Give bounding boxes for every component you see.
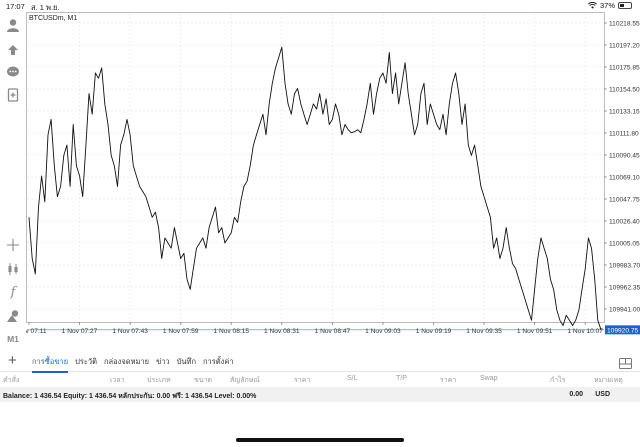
x-tick-label: 1 Nov 07:11 <box>26 328 47 335</box>
y-tick-label: 110197.20 <box>609 42 640 49</box>
y-tick-label: 110218.55 <box>609 20 640 27</box>
indicator-icon[interactable]: f <box>10 284 16 300</box>
trade-icon[interactable] <box>4 40 22 58</box>
col-price-current: ราคา <box>440 377 457 384</box>
status-date: ส. 1 พ.ย. <box>31 3 60 12</box>
y-tick-label: 110047.75 <box>609 196 640 203</box>
x-tick-label: 1 Nov 10:07 <box>567 328 603 335</box>
status-time: 17:07 <box>6 2 25 11</box>
home-indicator[interactable] <box>236 438 404 442</box>
price-series-line <box>28 46 602 330</box>
balance-bar: Balance: 1 436.54 Equity: 1 436.54 หลักป… <box>0 387 640 402</box>
x-tick-label: 1 Nov 08:47 <box>315 328 351 335</box>
y-tick-label: 110005.05 <box>609 240 640 247</box>
col-profit: กำไร <box>550 377 566 384</box>
x-tick-label: 1 Nov 07:27 <box>62 328 98 335</box>
y-tick-label: 110133.15 <box>609 108 640 115</box>
tab-mailbox[interactable]: กล่องจดหมาย <box>104 357 150 366</box>
x-tick-label: 1 Nov 08:15 <box>213 328 249 335</box>
y-tick-label: 110069.10 <box>609 174 640 181</box>
col-volume: ขนาด <box>194 377 213 384</box>
timeframe-button[interactable]: M1 <box>7 334 19 344</box>
x-tick-label: 1 Nov 07:59 <box>163 328 199 335</box>
tab-trade[interactable]: การซื้อขาย <box>32 356 69 373</box>
wifi-icon <box>588 2 597 9</box>
y-tick-label: 110154.50 <box>609 86 640 93</box>
current-price-tag <box>605 325 640 335</box>
x-tick-label: 1 Nov 07:43 <box>112 328 148 335</box>
price-chart[interactable]: 110218.55 110197.20 110175.85 110154.50 1101… <box>26 12 640 342</box>
tab-journal[interactable]: บันทึก <box>176 357 197 366</box>
left-toolbar: f M1 <box>0 12 26 344</box>
chat-icon[interactable] <box>4 63 22 81</box>
y-tick-label: 110026.40 <box>609 218 640 225</box>
y-tick-label: 109962.35 <box>609 284 640 291</box>
battery-icon <box>618 2 632 9</box>
new-order-icon[interactable] <box>4 86 22 104</box>
x-tick-label: 1 Nov 09:35 <box>466 328 502 335</box>
y-tick-label: 109983.70 <box>609 262 640 269</box>
terminal-tabs: + การซื้อขาย ประวัติ กล่องจดหมาย ข่าว บั… <box>0 352 640 374</box>
account-icon[interactable] <box>4 16 22 34</box>
tab-history[interactable]: ประวัติ <box>75 357 98 366</box>
tab-settings[interactable]: การตั้งค่า <box>203 357 234 366</box>
col-swap: Swap <box>480 375 498 382</box>
plot-frame <box>26 12 605 323</box>
col-price: ราคา <box>294 377 311 384</box>
col-type: ประเภท <box>147 377 171 384</box>
y-tick-label: 109941.00 <box>609 306 640 313</box>
chart-area[interactable]: 110218.55 110197.20 110175.85 110154.50 1101… <box>26 12 640 342</box>
add-tab-button[interactable]: + <box>8 352 17 369</box>
account-currency: USD <box>595 391 610 398</box>
col-comment: หมายเหตุ <box>594 377 623 384</box>
trade-columns: คำสั่ง เวลา ประเภท ขนาด สัญลักษณ์ ราคา S… <box>0 373 640 385</box>
total-profit: 0.00 <box>569 391 583 398</box>
layout-toggle-icon[interactable] <box>619 356 632 374</box>
objects-icon[interactable] <box>4 307 22 325</box>
candlestick-icon[interactable] <box>4 260 22 278</box>
col-tp: T/P <box>396 375 407 382</box>
status-bar: 17:07 ส. 1 พ.ย. 37% <box>0 0 640 12</box>
x-tick-label: 1 Nov 09:51 <box>517 328 553 335</box>
balance-summary: Balance: 1 436.54 Equity: 1 436.54 หลักป… <box>3 393 257 400</box>
y-tick-label: 110090.45 <box>609 152 640 159</box>
chart-symbol-label: BTCUSDm, M1 <box>29 15 78 22</box>
x-tick-label: 1 Nov 09:03 <box>365 328 401 335</box>
battery-percent: 37% <box>599 1 615 10</box>
crosshair-icon[interactable] <box>4 236 22 254</box>
x-tick-label: 1 Nov 08:31 <box>264 328 300 335</box>
status-right: 37% <box>588 1 632 10</box>
col-sl: S/L <box>347 375 358 382</box>
y-tick-label: 110111.80 <box>609 130 639 137</box>
tab-news[interactable]: ข่าว <box>156 357 170 366</box>
current-price-label: 109920.75 <box>607 327 639 334</box>
col-symbol: สัญลักษณ์ <box>230 377 260 384</box>
tab-list: การซื้อขาย ประวัติ กล่องจดหมาย ข่าว บันท… <box>32 356 234 373</box>
col-time: เวลา <box>110 377 125 384</box>
x-tick-label: 1 Nov 09:19 <box>416 328 452 335</box>
col-order: คำสั่ง <box>3 377 20 384</box>
y-tick-label: 110175.85 <box>609 64 640 71</box>
